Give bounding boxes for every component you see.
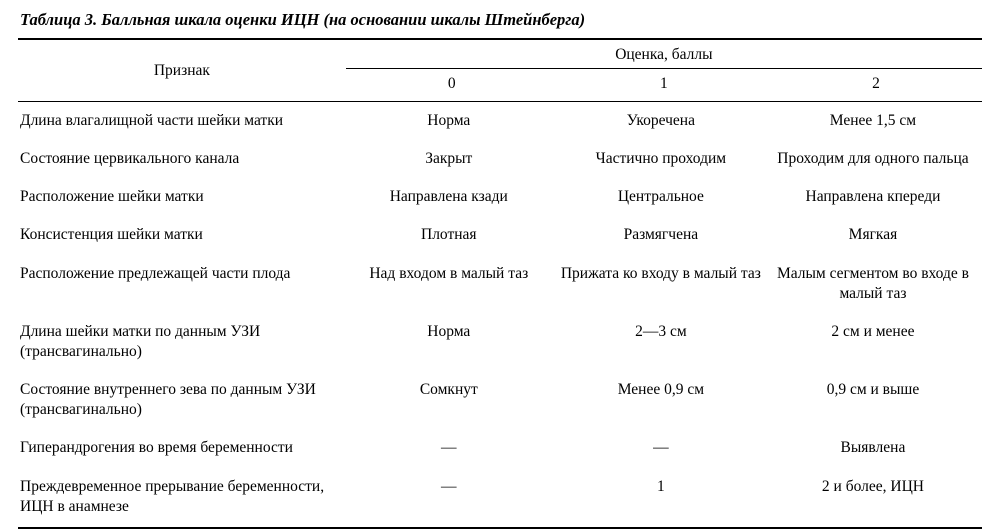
score-cell: Плотная bbox=[346, 216, 558, 254]
table-row: Расположение предлежащей части плодаНад … bbox=[18, 255, 982, 313]
score-cell: Норма bbox=[346, 313, 558, 371]
score-cell: Направлена кпереди bbox=[770, 178, 982, 216]
score-cell: Проходим для одного пальца bbox=[770, 140, 982, 178]
score-cell: Над входом в малый таз bbox=[346, 255, 558, 313]
criteria-cell: Состояние цервикального канала bbox=[18, 140, 346, 178]
score-cell: 2 см и менее bbox=[770, 313, 982, 371]
score-cell: Норма bbox=[346, 102, 558, 141]
score-cell: Направлена кзади bbox=[346, 178, 558, 216]
table-row: Гиперандрогения во время беременности——В… bbox=[18, 429, 982, 467]
score-cell: Менее 0,9 см bbox=[558, 371, 770, 429]
score-cell: Мягкая bbox=[770, 216, 982, 254]
header-score-2: 2 bbox=[770, 69, 982, 102]
score-cell: Сомкнут bbox=[346, 371, 558, 429]
score-cell: — bbox=[346, 468, 558, 528]
score-cell: 0,9 см и выше bbox=[770, 371, 982, 429]
caption-prefix: Таблица 3. bbox=[20, 10, 97, 29]
score-table: Признак Оценка, баллы 0 1 2 Длина влагал… bbox=[18, 38, 982, 529]
table-body: Длина влагалищной части шейки маткиНорма… bbox=[18, 102, 982, 528]
criteria-cell: Расположение предлежащей части плода bbox=[18, 255, 346, 313]
score-cell: Укоречена bbox=[558, 102, 770, 141]
score-cell: 1 bbox=[558, 468, 770, 528]
criteria-cell: Консистенция шейки матки bbox=[18, 216, 346, 254]
table-row: Преждевременное прерывание беременности,… bbox=[18, 468, 982, 528]
score-cell: 2 и более, ИЦН bbox=[770, 468, 982, 528]
score-cell: Выявлена bbox=[770, 429, 982, 467]
score-cell: Закрыт bbox=[346, 140, 558, 178]
score-cell: Размягчена bbox=[558, 216, 770, 254]
score-cell: Центральное bbox=[558, 178, 770, 216]
score-cell: 2—3 см bbox=[558, 313, 770, 371]
header-criteria: Признак bbox=[18, 39, 346, 102]
criteria-cell: Длина влагалищной части шейки матки bbox=[18, 102, 346, 141]
criteria-cell: Гиперандрогения во время беременности bbox=[18, 429, 346, 467]
criteria-cell: Состояние внутреннего зева по данным УЗИ… bbox=[18, 371, 346, 429]
header-score-1: 1 bbox=[558, 69, 770, 102]
criteria-cell: Длина шейки матки по данным УЗИ (трансва… bbox=[18, 313, 346, 371]
table-row: Консистенция шейки маткиПлотнаяРазмягчен… bbox=[18, 216, 982, 254]
score-cell: — bbox=[558, 429, 770, 467]
score-cell: Малым сегментом во входе в малый таз bbox=[770, 255, 982, 313]
table-row: Состояние внутреннего зева по данным УЗИ… bbox=[18, 371, 982, 429]
score-cell: — bbox=[346, 429, 558, 467]
score-cell: Менее 1,5 см bbox=[770, 102, 982, 141]
score-cell: Частично проходим bbox=[558, 140, 770, 178]
caption-title: Балльная шкала оценки ИЦН (на основании … bbox=[101, 10, 585, 29]
table-row: Длина влагалищной части шейки маткиНорма… bbox=[18, 102, 982, 141]
header-score-group: Оценка, баллы bbox=[346, 39, 982, 69]
criteria-cell: Расположение шейки матки bbox=[18, 178, 346, 216]
table-caption: Таблица 3. Балльная шкала оценки ИЦН (на… bbox=[20, 10, 982, 30]
header-score-0: 0 bbox=[346, 69, 558, 102]
table-row: Состояние цервикального каналаЗакрытЧаст… bbox=[18, 140, 982, 178]
table-row: Расположение шейки маткиНаправлена кзади… bbox=[18, 178, 982, 216]
score-cell: Прижата ко входу в малый таз bbox=[558, 255, 770, 313]
table-row: Длина шейки матки по данным УЗИ (трансва… bbox=[18, 313, 982, 371]
criteria-cell: Преждевременное прерывание беременности,… bbox=[18, 468, 346, 528]
